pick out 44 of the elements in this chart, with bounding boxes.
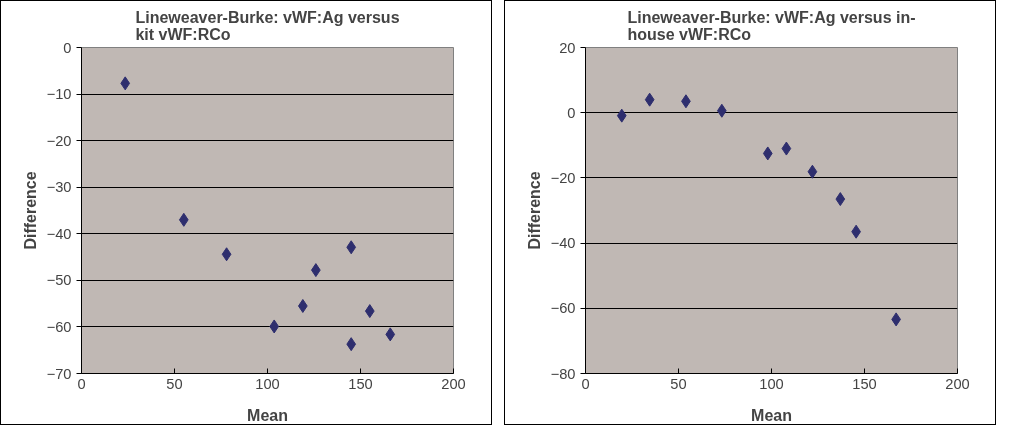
x-axis-title: Mean: [247, 406, 288, 424]
x-tick-label: 150: [852, 375, 877, 392]
y-tick-label: −40: [550, 235, 576, 252]
x-tick-label: 100: [759, 375, 784, 392]
y-tick-label: 20: [559, 39, 576, 56]
point: [120, 76, 131, 91]
point: [762, 146, 773, 161]
x-tick-label: 200: [441, 375, 466, 392]
y-tick-label: 0: [63, 39, 72, 56]
y-tick-label: −20: [550, 169, 576, 186]
y-tick-label: −20: [46, 132, 72, 149]
y-tick-label: −10: [46, 86, 72, 103]
point: [221, 247, 232, 262]
y-axis-title: Difference: [21, 171, 39, 250]
y-tick-label: −40: [46, 225, 72, 242]
y-tick-label: 0: [567, 104, 576, 121]
y-tick-label: −80: [550, 365, 576, 382]
y-tick-label: −60: [550, 300, 576, 317]
x-axis-title: Mean: [751, 406, 792, 424]
y-tick-label: −60: [46, 318, 72, 335]
y-tick-label: −30: [46, 179, 72, 196]
point: [644, 92, 655, 107]
x-tick-label: 100: [255, 375, 280, 392]
point: [807, 164, 818, 179]
chart-title: Lineweaver-Burke: vWF:Ag versus kit vWF:RCo: [135, 8, 400, 43]
point: [835, 192, 846, 207]
point: [346, 240, 357, 255]
x-tick-label: 150: [348, 375, 373, 392]
y-axis-title: Difference: [525, 171, 543, 250]
point: [346, 337, 357, 352]
x-tick-label: 50: [670, 375, 687, 392]
point: [364, 304, 375, 319]
y-tick-label: −70: [46, 365, 72, 382]
x-tick-label: 0: [77, 375, 86, 392]
point: [385, 327, 396, 342]
point: [269, 319, 280, 334]
x-tick-label: 0: [581, 375, 590, 392]
point: [616, 108, 627, 123]
y-tick-label: −50: [46, 272, 72, 289]
x-tick-label: 200: [945, 375, 970, 392]
point: [781, 141, 792, 156]
chart-title: Lineweaver-Burke: vWF:Ag versus in- house vWF:RCo: [627, 8, 916, 43]
x-tick-label: 50: [166, 375, 183, 392]
point: [178, 212, 189, 227]
